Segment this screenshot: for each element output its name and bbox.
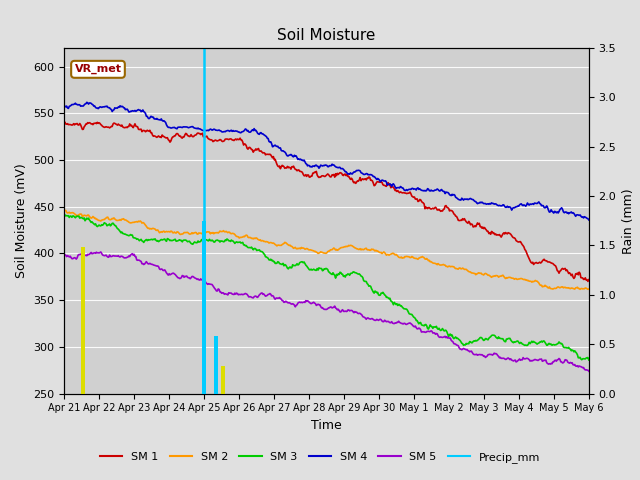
Title: Soil Moisture: Soil Moisture bbox=[277, 28, 376, 43]
Y-axis label: Rain (mm): Rain (mm) bbox=[622, 188, 635, 253]
Bar bbox=[214, 336, 218, 394]
X-axis label: Time: Time bbox=[311, 419, 342, 432]
Bar bbox=[202, 221, 205, 394]
Y-axis label: Soil Moisture (mV): Soil Moisture (mV) bbox=[15, 163, 28, 278]
Legend: TZ ppt: TZ ppt bbox=[96, 475, 172, 480]
Text: VR_met: VR_met bbox=[74, 64, 122, 74]
Bar bbox=[221, 366, 225, 394]
Bar bbox=[81, 248, 85, 394]
